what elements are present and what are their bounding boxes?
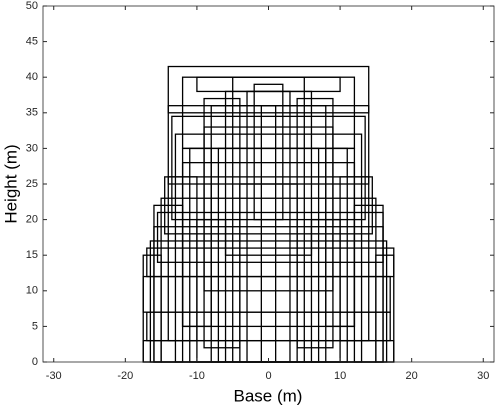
y-tick-label: 45 bbox=[26, 36, 38, 48]
y-tick-label: 15 bbox=[26, 249, 38, 261]
y-tick-label: 0 bbox=[32, 356, 38, 368]
rectangle bbox=[375, 254, 395, 363]
y-tick-label: 35 bbox=[26, 107, 38, 119]
x-tick-label: -20 bbox=[117, 370, 133, 382]
rectangle bbox=[296, 97, 334, 349]
rectangle bbox=[253, 83, 284, 221]
rectangle bbox=[164, 176, 373, 235]
y-tick-label: 10 bbox=[26, 285, 38, 297]
rectangle bbox=[160, 197, 377, 363]
rectangle bbox=[203, 126, 334, 292]
y-tick-label: 25 bbox=[26, 178, 38, 190]
rectangle bbox=[181, 161, 356, 328]
rectangle bbox=[167, 65, 370, 114]
rectangle bbox=[149, 240, 388, 363]
rectangle bbox=[171, 115, 366, 221]
y-tick-label: 20 bbox=[26, 214, 38, 226]
rectangle bbox=[239, 183, 298, 363]
rectangle bbox=[224, 90, 313, 256]
rectangle bbox=[203, 97, 241, 349]
rectangle bbox=[142, 254, 162, 363]
x-tick-label: 0 bbox=[265, 370, 271, 382]
y-tick-label: 30 bbox=[26, 142, 38, 154]
rectangle bbox=[153, 226, 384, 363]
y-axis-title: Height (m) bbox=[1, 144, 20, 223]
rectangle bbox=[167, 105, 370, 185]
y-tick-label: 50 bbox=[26, 0, 38, 12]
x-tick-label: 10 bbox=[334, 370, 346, 382]
x-tick-label: -30 bbox=[46, 370, 62, 382]
rectangle bbox=[142, 275, 391, 313]
x-tick-label: 30 bbox=[477, 370, 489, 382]
y-tick-label: 5 bbox=[32, 320, 38, 332]
y-tick-label: 40 bbox=[26, 71, 38, 83]
x-axis-title: Base (m) bbox=[234, 386, 303, 405]
x-tick-label: 20 bbox=[406, 370, 418, 382]
x-tick-label: -10 bbox=[189, 370, 205, 382]
